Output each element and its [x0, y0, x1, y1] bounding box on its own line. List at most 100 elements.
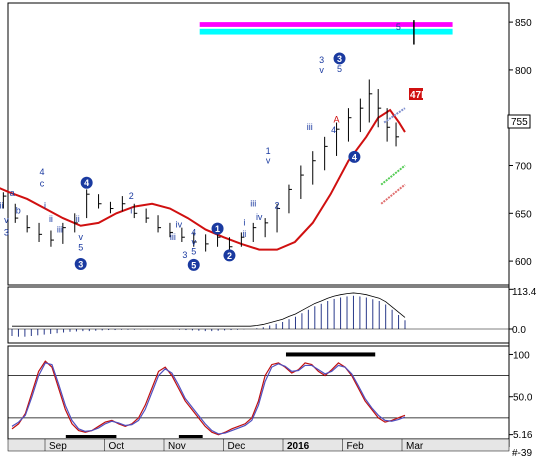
wave-label: 3 — [78, 259, 83, 269]
wave-label: i — [44, 201, 46, 211]
x-month-label: Oct — [109, 441, 125, 452]
x-month-label: Nov — [168, 441, 186, 452]
stochastic-axis-ticks: 100 50.0 5.16 — [509, 350, 533, 441]
wave-label: iii — [250, 199, 256, 209]
band-top — [199, 22, 453, 27]
wave-label: 1 — [266, 146, 271, 156]
wave-label-circle — [348, 150, 361, 163]
wave-label: 2 — [129, 191, 134, 201]
wave-label: 4 — [84, 178, 89, 188]
wave-label: v — [192, 237, 197, 247]
wave-label: iii — [170, 232, 176, 242]
wave-label: 5 — [337, 64, 342, 74]
stochastic-panel-frame — [7, 345, 510, 440]
wave-label: ii — [76, 214, 80, 224]
wave-label: 4 — [331, 125, 336, 135]
wave-label: 3 — [4, 227, 9, 237]
wave-label: iii — [57, 224, 63, 234]
stochastic-lines-layer — [11, 360, 406, 436]
moving-average-layer — [0, 108, 406, 251]
oversold-bar — [178, 435, 203, 438]
pti-badge-bg — [409, 88, 423, 100]
moving-average-line — [0, 108, 406, 251]
wave-labels-layer: 4caiiibv3iiiiiiv5ii342iiviii4v53512iiiii… — [0, 52, 361, 271]
projection-line — [383, 107, 406, 124]
price-bars-layer — [2, 79, 400, 252]
x-month-label: Mar — [406, 441, 424, 452]
histogram-envelope — [12, 292, 406, 327]
x-month-label: Dec — [228, 441, 246, 452]
price-tick-label: 600 — [515, 257, 532, 268]
wave-label: 4 — [40, 167, 45, 177]
stochastic-zone-bars — [65, 352, 376, 438]
wave-label-circle — [74, 257, 87, 270]
price-axis-ticks: 850 800 700 650 600 — [509, 18, 532, 268]
wave-label: 1 — [215, 224, 220, 234]
stochastic-line — [11, 362, 406, 435]
wave-label: iv — [256, 212, 263, 222]
wave-label: 4 — [191, 227, 196, 237]
stochastic-tick-label: 5.16 — [513, 430, 533, 441]
x-month-label: Feb — [347, 441, 365, 452]
footer-label: #-39 — [512, 448, 532, 459]
wave-label: i — [130, 205, 132, 215]
wave-label: 5 — [78, 243, 83, 253]
price-band: 5 — [199, 20, 453, 45]
wave-label: 4 — [352, 152, 357, 162]
wave-label: c — [40, 179, 45, 189]
wave-label-circle — [223, 249, 236, 262]
stochastic-tick-label: 100 — [513, 350, 530, 361]
wave-label: ii — [49, 214, 53, 224]
wave-label: v — [319, 65, 324, 75]
current-value-box — [507, 114, 531, 129]
wave-label: v — [4, 215, 9, 225]
wave-label: 5 — [191, 246, 196, 256]
wave-label: 3 — [182, 250, 187, 260]
price-tick-label: 800 — [515, 66, 532, 77]
wave-label: iv — [176, 220, 183, 230]
histogram-panel-frame — [7, 286, 510, 344]
stochastic-reference-lines — [8, 375, 509, 419]
histogram-bars-layer — [8, 292, 509, 337]
band-label: 5 — [396, 22, 401, 32]
x-axis: Sep Oct Nov Dec 2016 Feb Mar — [7, 438, 510, 452]
wave-label-circle — [80, 176, 93, 189]
wave-label: 2 — [227, 251, 232, 261]
wave-label: 3 — [319, 55, 324, 65]
wave-label: v — [266, 156, 271, 166]
stochastic-tick-label: 50.0 — [513, 393, 533, 404]
histogram-tick-label: 113.4 — [512, 287, 537, 298]
wave-label: b — [16, 205, 21, 215]
price-tick-label: 850 — [515, 18, 532, 29]
wave-label: 2 — [275, 201, 280, 211]
wave-label-circle — [187, 258, 200, 271]
price-tick-label: 650 — [515, 209, 532, 220]
price-panel-frame — [7, 2, 510, 286]
stochastic-line — [11, 360, 406, 436]
wave-label: a — [10, 188, 15, 198]
wave-label: A — [334, 114, 340, 124]
histogram-axis-ticks: 113.4 0.0 — [509, 287, 537, 336]
wave-label: i — [243, 218, 245, 228]
wave-label-circle — [333, 52, 346, 65]
projection-line — [380, 164, 406, 186]
wave-label: iii — [0, 201, 3, 211]
projection-lines — [380, 107, 406, 205]
wave-label: v — [78, 232, 83, 242]
wave-label: iii — [307, 122, 313, 132]
oversold-bar — [65, 435, 117, 438]
pti-label: 47PTI — [410, 90, 437, 101]
wave-label-circle — [211, 222, 224, 235]
x-month-label: 2016 — [287, 441, 310, 452]
projection-line — [380, 183, 406, 205]
wave-label: ii — [242, 229, 246, 239]
wave-label: 3 — [337, 54, 342, 64]
band-bottom — [199, 28, 453, 35]
x-axis-strip — [7, 438, 510, 452]
current-value-label: 755 — [511, 117, 528, 128]
price-tick-label: 700 — [515, 162, 532, 173]
x-month-label: Sep — [49, 441, 67, 452]
wave-label: 5 — [191, 260, 196, 270]
histogram-tick-label: 0.0 — [512, 325, 526, 336]
